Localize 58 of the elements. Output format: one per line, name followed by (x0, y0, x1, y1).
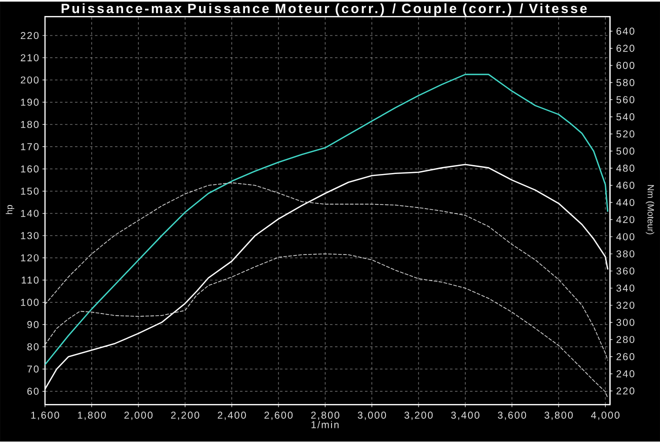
y2-tick-label: 260 (616, 353, 634, 360)
x-tick-label: 4,000 (591, 412, 620, 420)
y-tick-label: 90 (27, 321, 39, 328)
y-tick-label: 200 (20, 76, 39, 84)
y2-tick-label: 640 (616, 28, 634, 35)
line-series (45, 254, 608, 398)
y2-tick-label: 420 (616, 216, 634, 224)
y2-tick-label: 320 (616, 302, 634, 309)
y-tick-label: 210 (20, 54, 39, 62)
y-tick-label: 70 (27, 366, 39, 373)
y-tick-label: 100 (21, 298, 39, 306)
y2-tick-label: 360 (616, 268, 634, 275)
x-tick-label: 2,200 (171, 412, 200, 420)
y-axis-title: hp (6, 205, 14, 214)
y-tick-label: 120 (21, 254, 39, 262)
x-tick-label: 2,400 (218, 412, 246, 420)
y2-tick-label: 440 (616, 199, 634, 206)
y2-tick-label: 300 (616, 319, 634, 326)
y-tick-label: 160 (21, 166, 39, 173)
y2-tick-label: 400 (616, 233, 634, 240)
y2-tick-label: 280 (616, 336, 634, 344)
y2-axis-title: Nm (Moteur) (646, 185, 654, 234)
x-axis-title: 1/min (312, 421, 339, 428)
y-tick-label: 60 (27, 388, 39, 395)
y-tick-label: 190 (21, 98, 39, 106)
y2-tick-label: 220 (616, 388, 634, 395)
y-tick-label: 110 (22, 276, 39, 284)
y2-tick-label: 520 (616, 130, 634, 138)
y-tick-label: 220 (20, 32, 39, 40)
y-tick-label: 130 (21, 232, 39, 240)
y2-tick-label: 460 (616, 182, 634, 190)
x-tick-label: 2,600 (264, 412, 293, 420)
y2-tick-label: 600 (616, 62, 634, 70)
x-tick-label: 1,800 (78, 412, 106, 420)
y-tick-label: 180 (21, 121, 39, 128)
x-tick-label: 3,800 (544, 412, 573, 420)
y-tick-label: 150 (21, 188, 39, 195)
y-tick-label: 170 (21, 143, 39, 150)
x-tick-label: 3,200 (404, 412, 433, 420)
y2-tick-label: 240 (616, 370, 634, 378)
y2-tick-label: 540 (616, 113, 634, 121)
y-tick-label: 80 (27, 343, 39, 351)
y-tick-label: 140 (21, 210, 39, 218)
x-tick-label: 2,000 (124, 412, 153, 420)
x-tick-label: 1,600 (31, 412, 60, 420)
y2-tick-label: 500 (616, 148, 634, 155)
chart-title: Puissance-max Puissance Moteur (corr.) / Couple (corr.) / Vitesse (62, 4, 587, 16)
y2-tick-label: 380 (616, 250, 634, 258)
line-series (45, 74, 608, 366)
y2-tick-label: 480 (616, 164, 634, 172)
x-tick-label: 2,800 (311, 412, 340, 420)
y2-tick-label: 340 (616, 284, 634, 292)
y2-tick-label: 580 (616, 79, 634, 86)
y2-tick-label: 620 (616, 44, 634, 52)
x-tick-label: 3,600 (498, 412, 526, 420)
x-tick-label: 3,400 (451, 412, 480, 420)
y2-tick-label: 560 (616, 96, 634, 104)
x-tick-label: 3,000 (358, 412, 386, 420)
